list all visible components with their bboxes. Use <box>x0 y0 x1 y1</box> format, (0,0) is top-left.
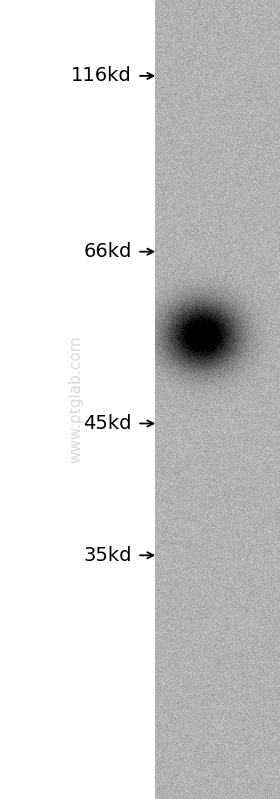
Text: 45kd: 45kd <box>83 414 132 433</box>
Text: 66kd: 66kd <box>83 242 132 261</box>
Text: www.ptglab.com: www.ptglab.com <box>68 336 83 463</box>
Text: 116kd: 116kd <box>71 66 132 85</box>
Text: 35kd: 35kd <box>83 546 132 565</box>
